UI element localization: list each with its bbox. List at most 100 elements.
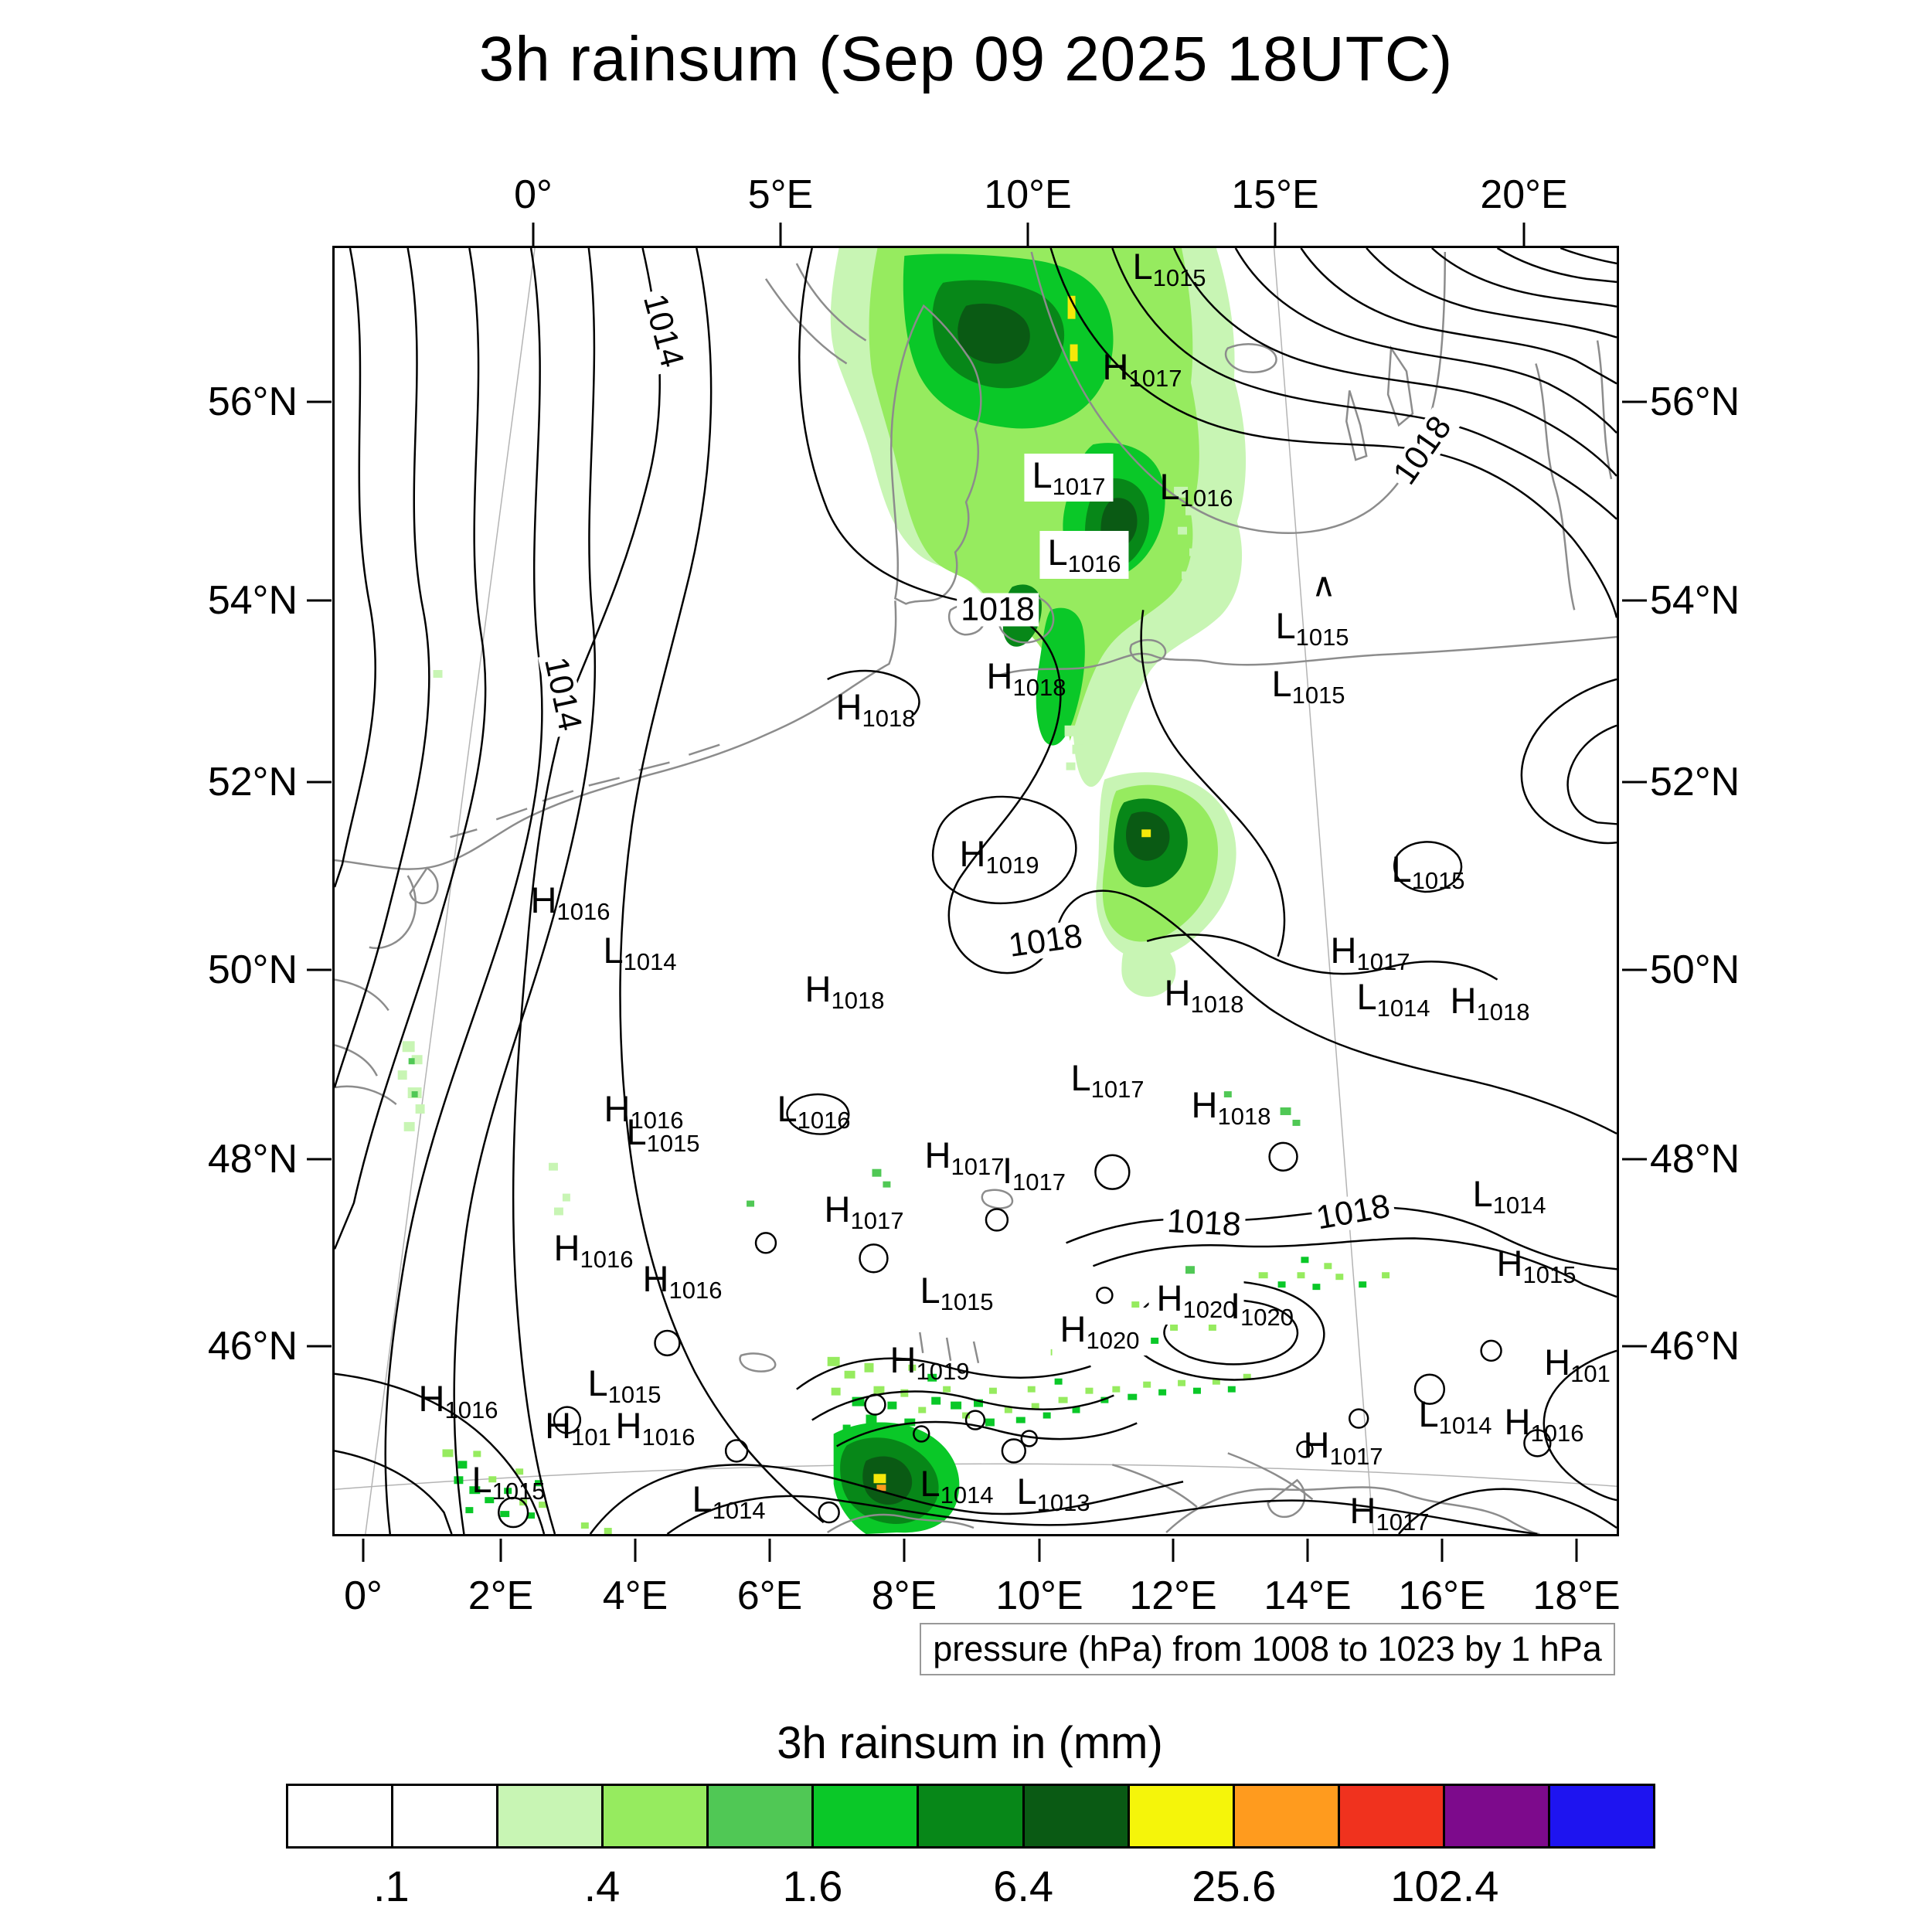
axis-tick-left <box>307 781 332 784</box>
pressure-value: 1017 <box>1376 1509 1430 1536</box>
pressure-letter: H <box>959 833 986 874</box>
axis-label-right: 48°N <box>1650 1137 1740 1182</box>
pressure-center-label: L1015 <box>1271 665 1345 707</box>
pressure-value: 1018 <box>1012 674 1066 701</box>
pressure-letter: L <box>603 930 624 971</box>
axis-label-bottom: 12°E <box>1129 1573 1217 1618</box>
pressure-center-label: H1016 <box>554 1230 634 1271</box>
contour-label: 1018 <box>1310 1188 1396 1236</box>
pressure-value: 1018 <box>862 705 916 732</box>
colorbar-tick-label: 6.4 <box>993 1862 1054 1910</box>
pressure-center-label: L1015 <box>1391 851 1464 893</box>
pressure-value: 1020 <box>1086 1327 1140 1354</box>
pressure-center-label: H1018 <box>1451 982 1530 1024</box>
pressure-center-label: H1017 <box>1350 1492 1430 1534</box>
pressure-value: 1016 <box>1530 1420 1584 1447</box>
pressure-value: 1018 <box>1190 991 1244 1018</box>
pressure-center-label: H1018 <box>1192 1087 1271 1128</box>
axis-label-right: 52°N <box>1650 760 1740 804</box>
pressure-value: 1015 <box>940 1288 994 1315</box>
colorbar-tick-label: 1.6 <box>782 1862 843 1910</box>
contour-label: 1018 <box>957 593 1039 627</box>
pressure-letter: H <box>1303 1424 1330 1465</box>
pressure-value: 1016 <box>580 1246 634 1273</box>
pressure-center-label: L1017 <box>1024 454 1114 502</box>
contour-label: 1014 <box>537 650 589 738</box>
pressure-center-label: H1017 <box>925 1137 1005 1179</box>
pressure-center-label: L1015 <box>920 1272 993 1314</box>
pressure-letter: H <box>924 1134 951 1175</box>
map-label-layer: L1015 H1017 L1017 L1016 L1016 L1015 H1018 L1015… <box>335 248 1617 1534</box>
pressure-center-label: L1014 <box>920 1465 993 1507</box>
axis-label-bottom: 8°E <box>871 1573 937 1618</box>
pressure-value: 1017 <box>1090 1076 1145 1103</box>
pressure-caption: pressure (hPa) from 1008 to 1023 by 1 hP… <box>920 1623 1615 1675</box>
pressure-value: 1020 <box>1240 1304 1294 1331</box>
pressure-letter: L <box>587 1362 608 1403</box>
axis-label-bottom: 4°E <box>602 1573 668 1618</box>
axis-tick-bottom <box>903 1539 906 1562</box>
colorbar-segment <box>288 1786 394 1846</box>
pressure-letter: L <box>1418 1393 1439 1434</box>
pressure-center-label: H1018 <box>987 658 1066 699</box>
pressure-letter: H <box>545 1405 572 1446</box>
axis-label-left: 54°N <box>207 578 298 623</box>
axis-label-left: 52°N <box>207 760 298 804</box>
pressure-letter: L <box>1271 663 1292 704</box>
colorbar-tick-label: 102.4 <box>1390 1862 1499 1910</box>
pressure-center-label: L1015 <box>1275 607 1349 649</box>
pressure-letter: H <box>615 1405 642 1446</box>
pressure-value: 1015 <box>1295 624 1349 651</box>
pressure-letter: L <box>920 1270 940 1311</box>
axis-tick-bottom <box>1306 1539 1309 1562</box>
colorbar-segment <box>814 1786 920 1846</box>
pressure-value: 101 <box>571 1423 611 1451</box>
pressure-center-label: H1018 <box>1165 975 1244 1016</box>
axis-tick-top <box>532 223 535 246</box>
colorbar-tick-label: .1 <box>372 1862 410 1910</box>
colorbar-segment <box>1234 1786 1340 1846</box>
pressure-center-label: I1017 <box>1002 1152 1066 1194</box>
axis-tick-top <box>779 223 782 246</box>
pressure-value: 1017 <box>1329 1443 1383 1470</box>
page-title: 3h rainsum (Sep 09 2025 18UTC) <box>478 24 1454 94</box>
pressure-center-label: H1019 <box>890 1342 970 1383</box>
pressure-center-label: H1017 <box>1331 932 1410 974</box>
pressure-letter: H <box>1191 1084 1218 1125</box>
axis-label-bottom: 6°E <box>736 1573 803 1618</box>
axis-tick-left <box>307 968 332 971</box>
pressure-center-label: L1014 <box>692 1481 765 1522</box>
pressure-letter: L <box>1070 1057 1091 1098</box>
axis-tick-right <box>1622 1158 1647 1161</box>
pressure-center-label: L1015 <box>1132 248 1206 290</box>
colorbar-segment <box>498 1786 604 1846</box>
pressure-center-label: L1015 <box>587 1365 661 1406</box>
pressure-value: 1017 <box>1012 1168 1066 1196</box>
pressure-letter: H <box>642 1258 669 1299</box>
pressure-value: 1016 <box>668 1277 723 1304</box>
pressure-center-label: L1014 <box>1356 978 1430 1020</box>
graticule <box>335 248 1617 1534</box>
pressure-letter: I <box>1230 1285 1241 1326</box>
axis-label-left: 56°N <box>207 379 298 424</box>
pressure-letter: H <box>986 655 1013 696</box>
pressure-center-label: H1018 <box>805 971 885 1012</box>
axis-tick-right <box>1622 968 1647 971</box>
pressure-value: 1017 <box>1128 365 1182 392</box>
axis-label-left: 46°N <box>207 1324 298 1369</box>
axis-tick-top <box>1522 223 1526 246</box>
axis-label-top: 5°E <box>747 172 814 217</box>
pressure-center-label: H1016 <box>643 1260 723 1302</box>
pressure-value: 1014 <box>712 1497 766 1524</box>
axis-label-top: 20°E <box>1480 172 1568 217</box>
pressure-value: 1016 <box>797 1107 851 1134</box>
pressure-center-label: L1016 <box>777 1090 850 1132</box>
pressure-center-label: L1017 <box>1070 1060 1144 1101</box>
pressure-center-label: L1014 <box>1418 1396 1492 1437</box>
pressure-value: 1020 <box>1182 1296 1236 1323</box>
pressure-letter: H <box>530 879 557 920</box>
pressure-value: 1015 <box>1522 1261 1577 1288</box>
pressure-letter: H <box>418 1378 445 1419</box>
pressure-value: 1016 <box>1067 550 1121 577</box>
colorbar-segment <box>709 1786 815 1846</box>
